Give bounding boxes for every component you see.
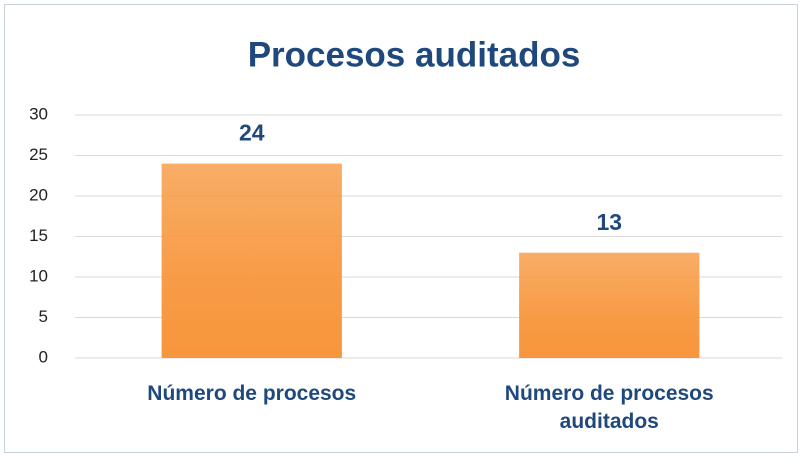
bar xyxy=(161,163,342,358)
y-tick-label: 20 xyxy=(29,185,48,204)
y-tick-label: 5 xyxy=(39,307,48,326)
y-tick-label: 25 xyxy=(29,145,48,164)
x-tick-label: Número de procesos auditados xyxy=(504,382,714,433)
data-label: 24 xyxy=(239,120,265,146)
bar xyxy=(519,252,700,358)
x-tick-label: Número de procesos xyxy=(147,382,357,405)
y-tick-label: 15 xyxy=(29,226,48,245)
chart-frame xyxy=(4,4,798,453)
y-tick-label: 10 xyxy=(29,266,48,285)
y-tick-label: 0 xyxy=(39,347,48,366)
chart-title: Procesos auditados xyxy=(248,35,581,74)
y-tick-label: 30 xyxy=(29,104,48,123)
data-label: 13 xyxy=(596,209,622,235)
